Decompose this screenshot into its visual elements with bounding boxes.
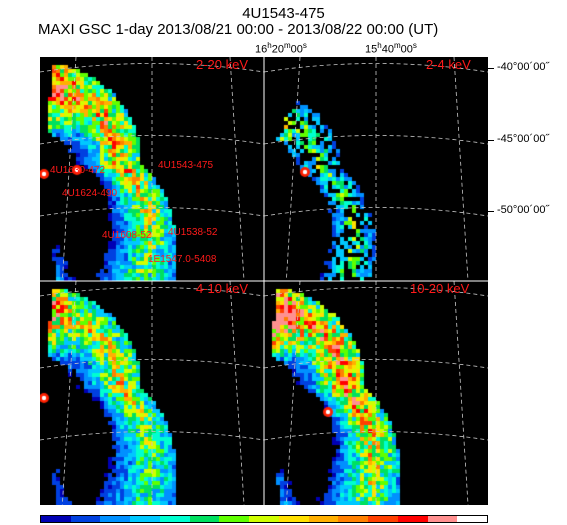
ra-label-2: 15h40m00s — [365, 41, 417, 56]
grid-line — [61, 280, 77, 505]
source-label: 4U1624-490 — [62, 188, 118, 199]
colorbar-swatch — [130, 516, 160, 522]
colorbar-swatch — [70, 516, 101, 522]
grid-line — [453, 280, 469, 505]
panel-label-4-10kev: 4-10 keV — [196, 281, 249, 296]
source-label: 4U1543-475 — [158, 160, 214, 171]
colorbar-swatch — [189, 516, 220, 522]
dec-label-1: -40°00´00˝ — [497, 61, 550, 73]
coordinate-grid — [40, 57, 488, 505]
colorbar-swatch — [249, 516, 279, 522]
source-label: 1E1547.0-5408 — [148, 254, 217, 265]
grid-line — [285, 280, 301, 505]
colorbar-swatch — [159, 516, 190, 522]
grid-line — [40, 287, 265, 297]
source-label: 4U1538-52 — [168, 227, 218, 238]
colorbar-swatch — [100, 516, 131, 522]
colorbar-swatch — [219, 516, 250, 522]
observation-subtitle: MAXI GSC 1-day 2013/08/21 00:00 - 2013/0… — [38, 21, 439, 38]
grid-line — [40, 63, 265, 73]
dec-label-3: -50°00´00˝ — [497, 204, 550, 216]
sky-map[interactable]: 2-20 keV 2-4 keV 4-10 keV 10-20 keV 4U16… — [40, 57, 488, 505]
panel-label-2-4kev: 2-4 keV — [426, 57, 471, 72]
grid-line — [229, 280, 245, 505]
grid-line — [61, 57, 77, 282]
grid-line — [263, 287, 488, 297]
source-label: 4U1630-472 — [50, 165, 106, 176]
ra-label-1: 16h20m00s — [255, 41, 307, 56]
dec-label-2: -45°00´00˝ — [497, 133, 550, 145]
colorbar-swatch — [338, 516, 369, 522]
colorbar-swatch — [427, 516, 458, 522]
panel-label-2-20kev: 2-20 keV — [196, 57, 249, 72]
grid-line — [263, 63, 488, 73]
source-label: 4U1608-52 — [102, 230, 152, 241]
panel-label-10-20kev: 10-20 keV — [410, 281, 470, 296]
dec-tick — [488, 211, 494, 212]
colorbar-swatch — [41, 516, 71, 522]
grid-line — [285, 57, 301, 282]
colorbar-swatch — [308, 516, 339, 522]
dec-tick — [488, 68, 494, 69]
intensity-colorbar — [40, 515, 488, 523]
dec-tick — [488, 140, 494, 141]
colorbar-swatch — [278, 516, 309, 522]
colorbar-swatch — [457, 516, 488, 522]
source-title: 4U1543-475 — [242, 5, 325, 22]
colorbar-swatch — [397, 516, 428, 522]
grid-line — [229, 57, 245, 282]
grid-line — [453, 57, 469, 282]
colorbar-swatch — [368, 516, 398, 522]
